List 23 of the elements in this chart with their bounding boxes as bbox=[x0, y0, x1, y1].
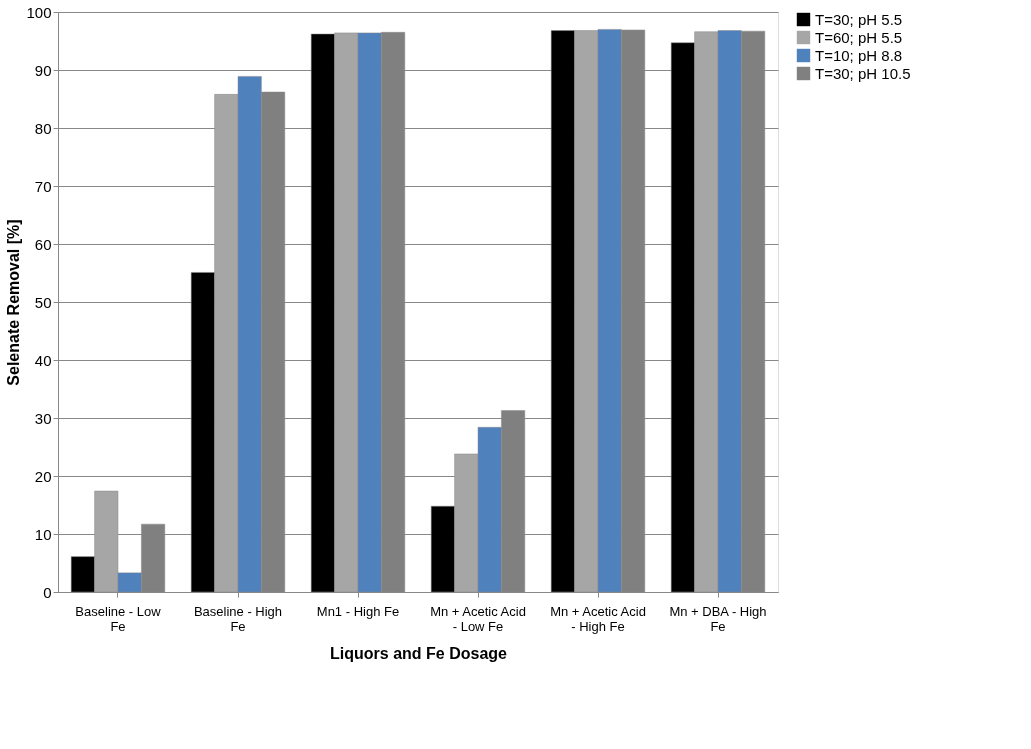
y-tick-label: 50 bbox=[34, 293, 52, 311]
legend-label: T=30; pH 10.5 bbox=[815, 64, 911, 82]
x-tick-label: Mn + Acetic Acid - High Fe bbox=[550, 603, 646, 634]
legend-label: T=60; pH 5.5 bbox=[815, 28, 903, 46]
y-tick-label: 20 bbox=[34, 467, 52, 485]
y-tick-label: 80 bbox=[34, 119, 52, 137]
y-tick-label: 70 bbox=[34, 177, 52, 195]
legend-label: T=10; pH 8.8 bbox=[815, 46, 903, 64]
y-tick-label: 40 bbox=[34, 351, 52, 369]
y-tick-label: 10 bbox=[34, 525, 52, 543]
y-tick-label: 100 bbox=[26, 3, 52, 21]
x-tick-label: Baseline - Low Fe bbox=[75, 603, 162, 634]
legend-label: T=30; pH 5.5 bbox=[815, 10, 903, 28]
x-tick-label: Mn + Acetic Acid - Low Fe bbox=[430, 603, 526, 634]
x-tick-label: Mn1 - High Fe bbox=[316, 603, 400, 619]
y-tick-label: 90 bbox=[34, 61, 52, 79]
y-axis-title: Selenate Removal [%] bbox=[5, 219, 23, 386]
x-tick-label: Baseline - High Fe bbox=[193, 603, 283, 634]
y-tick-label: 30 bbox=[34, 409, 52, 427]
x-axis-title: Liquors and Fe Dosage bbox=[330, 644, 508, 662]
x-tick-label: Mn + DBA - High Fe bbox=[669, 603, 767, 634]
y-tick-label: 60 bbox=[34, 235, 52, 253]
y-tick-label: 0 bbox=[43, 583, 52, 601]
